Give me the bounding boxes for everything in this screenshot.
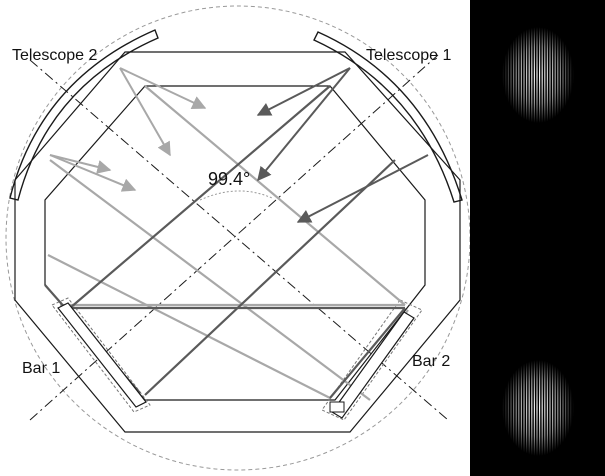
inner-octagon xyxy=(44,85,426,401)
axis-line-1 xyxy=(29,59,449,421)
bar-2-inner xyxy=(329,401,345,413)
bar-2-label: Bar 2 xyxy=(412,353,450,370)
telescope-1-label: Telescope 1 xyxy=(366,47,451,64)
interferometer-diagram: Telescope 2 Telescope 1 99.4° Bar 1 Bar … xyxy=(5,5,470,471)
angle-label: 99.4° xyxy=(208,169,250,189)
outer-dashed-circle xyxy=(5,5,470,471)
bar-1 xyxy=(57,302,147,408)
interference-fringes xyxy=(500,0,577,476)
telescope-1-arc xyxy=(313,31,463,203)
bar-1-dashed-outline xyxy=(51,297,151,413)
telescope-2-label: Telescope 2 xyxy=(12,47,97,64)
fringe-image-panel xyxy=(470,0,605,476)
outer-octagon xyxy=(14,51,461,433)
bar-1-label: Bar 1 xyxy=(22,360,60,377)
telescope-2-arc xyxy=(9,29,159,201)
dark-input-arrows xyxy=(256,67,429,223)
bar-2-dashed-outline xyxy=(321,299,423,421)
bar-2 xyxy=(331,311,415,419)
angle-arc xyxy=(199,190,273,201)
light-input-arrows xyxy=(49,67,207,192)
